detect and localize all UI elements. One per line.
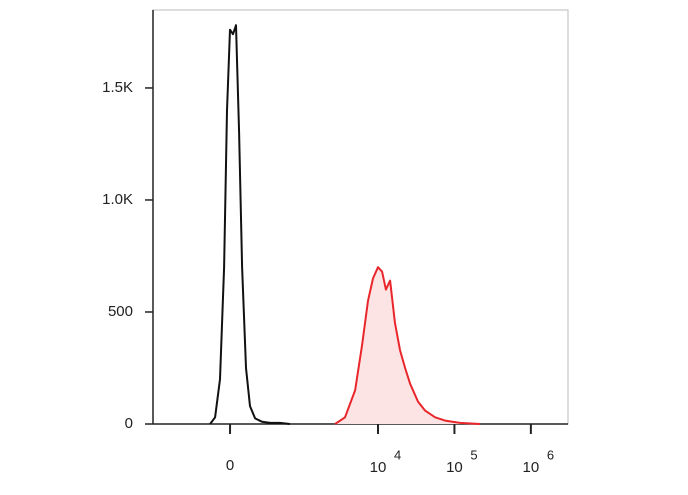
y-tick-label: 1.5K xyxy=(102,79,133,96)
x-tick-exponent: 4 xyxy=(394,447,401,462)
y-tick-label: 0 xyxy=(125,415,133,432)
y-tick-label: 1.0K xyxy=(102,191,133,208)
line xyxy=(209,24,291,425)
x-tick-exponent: 6 xyxy=(547,447,554,462)
line xyxy=(334,266,481,425)
x-tick-label: 10 xyxy=(370,459,387,476)
x-tick-exponent: 5 xyxy=(470,447,477,462)
x-tick-label: 10 xyxy=(446,459,463,476)
x-tick-label: 0 xyxy=(226,457,234,474)
x-tick-label: 10 xyxy=(523,459,540,476)
area xyxy=(335,267,480,424)
y-tick-label: 500 xyxy=(108,303,133,320)
